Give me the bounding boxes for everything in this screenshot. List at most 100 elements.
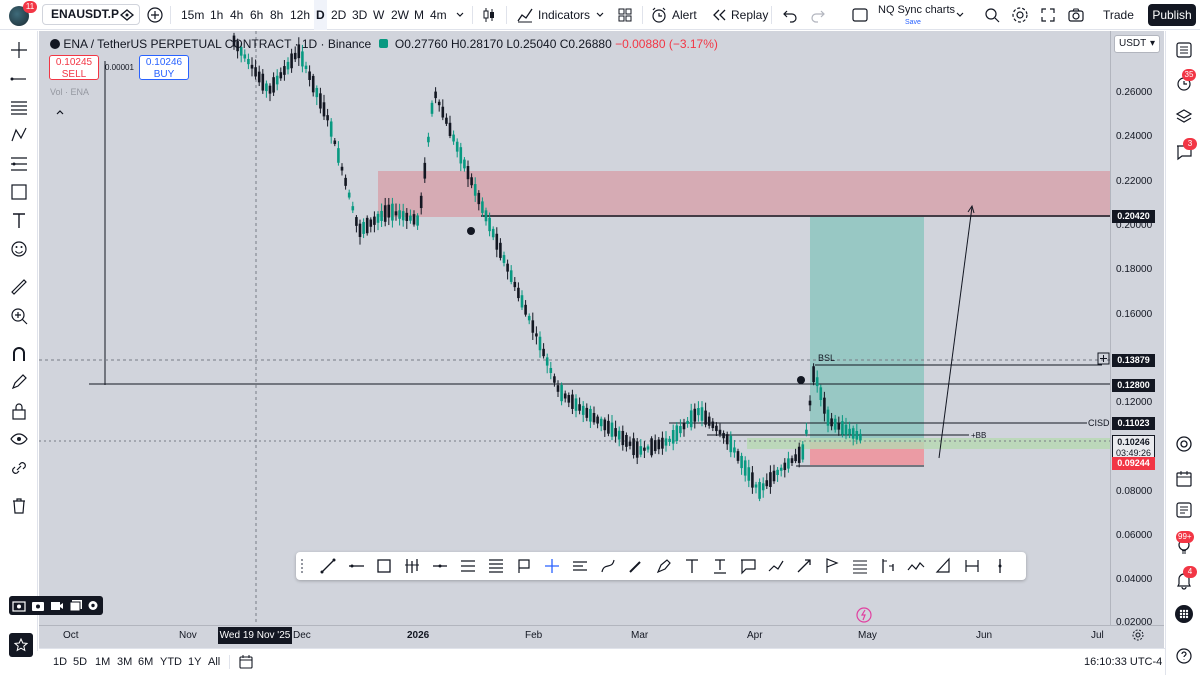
hide-drawings-button[interactable] <box>9 633 33 657</box>
triangle-pattern-tool-icon[interactable] <box>934 556 954 576</box>
trend-line-tool-icon[interactable] <box>318 556 338 576</box>
zoom-in-icon[interactable] <box>9 306 29 326</box>
flag-tool-icon[interactable] <box>514 556 534 576</box>
replay-button[interactable]: Replay <box>731 8 769 22</box>
interval-8h[interactable]: 8h <box>270 8 284 22</box>
ruler-icon[interactable] <box>9 277 29 297</box>
demand-zone[interactable] <box>747 438 1110 449</box>
path-tool-icon[interactable] <box>766 556 786 576</box>
alert-button[interactable]: Alert <box>672 8 697 22</box>
parallel-channel-tool-icon[interactable] <box>570 556 590 576</box>
stop-price-tag[interactable]: 0.09244 <box>1112 457 1155 470</box>
symbol-search[interactable]: ENAUSDT.P <box>42 4 140 25</box>
range-1m[interactable]: 1M <box>95 656 111 668</box>
legend-symbol-title[interactable]: ENA / TetherUS PERPETUAL CONTRACT · 1D ·… <box>63 37 372 51</box>
crosshair-icon[interactable] <box>9 40 29 60</box>
layers-icon[interactable] <box>1174 107 1194 127</box>
interval-4h[interactable]: 4h <box>230 8 244 22</box>
callout-tool-icon[interactable] <box>738 556 758 576</box>
camera-icon[interactable] <box>12 599 26 612</box>
price-chart-canvas[interactable]: BSL CISD +BB <box>39 31 1110 648</box>
elliott-wave-tool-icon[interactable] <box>906 556 926 576</box>
indicators-button[interactable]: Indicators <box>538 8 591 22</box>
horizontal-ray-tool-icon[interactable] <box>430 556 450 576</box>
trash-icon[interactable] <box>9 496 29 516</box>
curve-tool-icon[interactable] <box>598 556 618 576</box>
copy-layout-icon[interactable] <box>69 599 83 612</box>
time-scale[interactable] <box>39 625 1164 648</box>
bars-pattern-tool-icon[interactable] <box>402 556 422 576</box>
interval-2d[interactable]: 2D <box>331 8 347 22</box>
replay-icon[interactable] <box>710 6 728 24</box>
volume-legend[interactable]: Vol · ENA <box>50 87 90 97</box>
text-tool-icon[interactable] <box>9 211 29 231</box>
supply-zone[interactable] <box>378 171 1110 217</box>
quick-search-icon[interactable] <box>983 6 1001 24</box>
calendar-icon[interactable] <box>1174 469 1194 489</box>
range-1y[interactable]: 1Y <box>188 656 202 668</box>
highlighter-tool-icon[interactable] <box>654 556 674 576</box>
add-symbol-icon[interactable] <box>118 6 136 24</box>
camera-snapshot-icon[interactable] <box>31 599 45 612</box>
lock-icon[interactable] <box>9 401 29 421</box>
rectangle-icon[interactable] <box>9 182 29 202</box>
vertical-line-tool-icon[interactable] <box>990 556 1010 576</box>
indicators-icon[interactable] <box>516 6 534 24</box>
brush-tool-icon[interactable] <box>626 556 646 576</box>
undo-icon[interactable] <box>781 6 799 24</box>
long-position-target[interactable] <box>810 217 924 442</box>
horizontal-lines-icon[interactable] <box>9 97 29 117</box>
date-range-tool-icon[interactable] <box>962 556 982 576</box>
trend-line-icon[interactable] <box>9 69 29 89</box>
fullscreen-icon[interactable] <box>1039 6 1057 24</box>
apps-grid-icon[interactable] <box>1174 604 1194 624</box>
sell-button[interactable]: 0.10245 SELL <box>49 55 99 80</box>
pattern-icon[interactable] <box>9 125 29 145</box>
range-6m[interactable]: 6M <box>138 656 154 668</box>
ray-tool-icon[interactable] <box>346 556 366 576</box>
text-tool-icon[interactable] <box>682 556 702 576</box>
anchored-text-tool-icon[interactable] <box>710 556 730 576</box>
floating-drawing-toolbar[interactable] <box>296 552 1026 580</box>
redo-icon[interactable] <box>809 6 827 24</box>
candles-icon[interactable] <box>480 6 498 24</box>
interval-6h[interactable]: 6h <box>250 8 264 22</box>
interval-3d[interactable]: 3D <box>352 8 368 22</box>
interval-2w[interactable]: 2W <box>391 8 409 22</box>
scale-settings-gear-icon[interactable] <box>1131 628 1145 642</box>
drag-handle-icon[interactable] <box>301 559 305 573</box>
layout-save-status[interactable]: Save <box>905 19 921 26</box>
alert-clock-icon[interactable] <box>650 6 668 24</box>
layouts-grid-icon[interactable] <box>616 6 634 24</box>
range-ytd[interactable]: YTD <box>160 656 182 668</box>
buy-button[interactable]: 0.10246 BUY <box>139 55 189 80</box>
emoji-icon[interactable] <box>9 239 29 259</box>
price-tag-level[interactable]: 0.20420 <box>1112 210 1155 223</box>
layout-checkbox-icon[interactable] <box>851 6 869 24</box>
arrow-marker-tool-icon[interactable] <box>794 556 814 576</box>
compare-plus-icon[interactable] <box>146 6 164 24</box>
news-icon[interactable] <box>1174 500 1194 520</box>
range-all[interactable]: All <box>208 656 221 668</box>
video-record-icon[interactable] <box>50 599 64 612</box>
screenshot-camera-icon[interactable] <box>1067 6 1085 24</box>
alarm-clock-icon[interactable] <box>797 376 805 384</box>
interval-d[interactable]: D <box>314 0 327 30</box>
target-icon[interactable] <box>1174 434 1194 454</box>
currency-selector[interactable]: USDT ▾ <box>1114 35 1160 53</box>
forecast-tool-icon[interactable] <box>878 556 898 576</box>
watchlist-icon[interactable] <box>1174 40 1194 60</box>
settings-gear-icon[interactable] <box>1011 6 1029 24</box>
help-icon[interactable] <box>1174 646 1194 666</box>
interval-15m[interactable]: 15m <box>181 8 205 22</box>
chart-legend[interactable]: ENA / TetherUS PERPETUAL CONTRACT · 1D ·… <box>50 37 718 51</box>
magnet-icon[interactable] <box>9 344 29 364</box>
long-position-tool-icon[interactable] <box>850 556 870 576</box>
indicators-dropdown-icon[interactable] <box>594 6 606 24</box>
fib-retracement-tool-icon[interactable] <box>458 556 478 576</box>
interval-dropdown-icon[interactable] <box>454 6 466 24</box>
go-to-date-calendar-icon[interactable] <box>238 654 254 670</box>
flag-mark-tool-icon[interactable] <box>822 556 842 576</box>
price-scale[interactable] <box>1110 31 1164 648</box>
user-avatar[interactable]: 11 <box>9 1 37 26</box>
